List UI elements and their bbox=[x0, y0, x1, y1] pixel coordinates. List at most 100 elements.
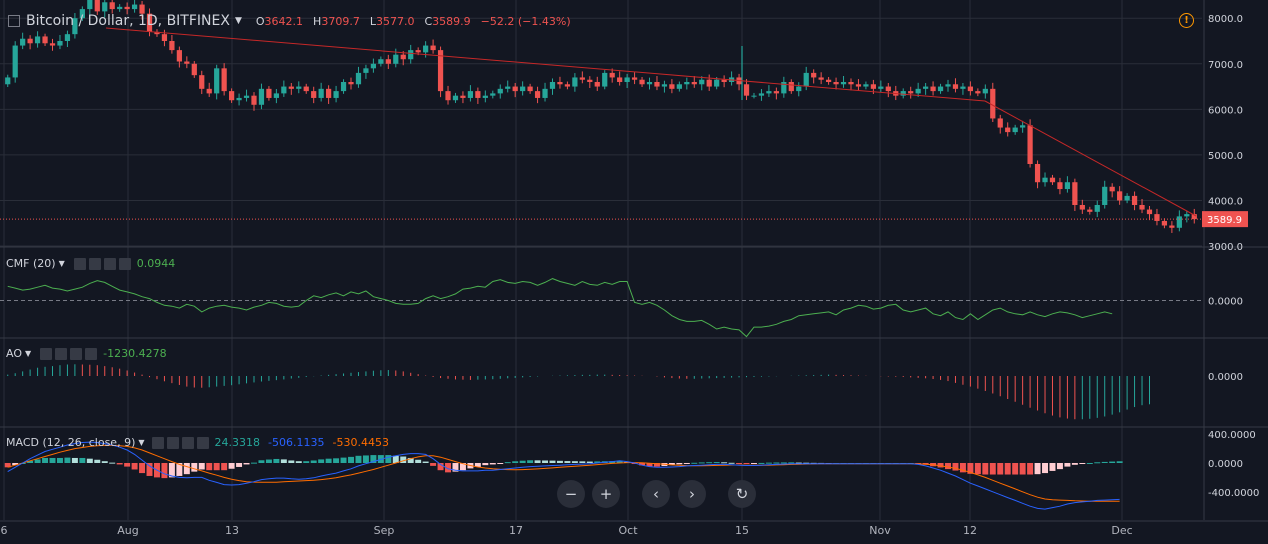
candle-body bbox=[512, 86, 518, 92]
candle-body bbox=[587, 79, 593, 82]
plus-icon[interactable] bbox=[103, 257, 116, 270]
candle-body bbox=[743, 84, 750, 96]
macd-histogram-bar bbox=[71, 457, 78, 463]
exclamation-circle-icon[interactable]: ! bbox=[1179, 13, 1194, 28]
candle-body bbox=[64, 34, 71, 41]
candle-body bbox=[184, 61, 190, 64]
y-tick-label: 3000.0 bbox=[1208, 242, 1243, 253]
macd-histogram-bar bbox=[318, 459, 325, 463]
candle-body bbox=[288, 86, 294, 89]
candle-body bbox=[952, 84, 959, 89]
y-tick-label: 7000.0 bbox=[1208, 60, 1243, 71]
candle-body bbox=[825, 79, 832, 82]
settings-icon[interactable] bbox=[55, 347, 68, 360]
macd-histogram-bar bbox=[198, 463, 205, 470]
macd-histogram-bar bbox=[504, 462, 511, 464]
settings-icon[interactable] bbox=[88, 257, 101, 270]
macd-histogram-bar bbox=[1004, 463, 1011, 475]
x-tick-label: 15 bbox=[735, 524, 749, 537]
candle-body bbox=[131, 4, 138, 10]
candle-body bbox=[900, 91, 906, 96]
macd-histogram-bar bbox=[571, 461, 578, 463]
x-tick-label: Nov bbox=[869, 524, 891, 537]
candle-body bbox=[527, 86, 533, 92]
candle-body bbox=[1146, 209, 1153, 215]
candle-body bbox=[236, 97, 242, 101]
settings-icon[interactable] bbox=[166, 436, 179, 449]
candle-body bbox=[848, 82, 854, 85]
cmf-legend: CMF (20) ▼ 0.0944 bbox=[6, 257, 175, 270]
symbol-header: Bitcoin / Dollar, 1D, BITFINEX ▼ O 3642.… bbox=[8, 13, 571, 29]
candle-body bbox=[42, 36, 48, 44]
candle-body bbox=[885, 86, 891, 92]
x-tick-label: 12 bbox=[963, 524, 977, 537]
macd-histogram-bar bbox=[146, 463, 153, 476]
ao-label[interactable]: AO bbox=[6, 347, 22, 360]
high-label: H bbox=[313, 14, 322, 28]
zoom-in-icon[interactable]: + bbox=[592, 480, 620, 508]
candle-body bbox=[549, 82, 556, 89]
plus-icon[interactable] bbox=[70, 347, 83, 360]
candle-body bbox=[1102, 186, 1108, 205]
macd-histogram-bar bbox=[101, 461, 108, 463]
chevron-down-icon[interactable]: ▼ bbox=[58, 259, 65, 268]
scroll-left-icon[interactable]: ‹ bbox=[642, 480, 670, 508]
macd-label[interactable]: MACD (12, 26, close, 9) bbox=[6, 436, 136, 449]
reset-icon[interactable]: ↻ bbox=[728, 480, 756, 508]
macd-histogram-bar bbox=[228, 463, 235, 469]
close-icon[interactable] bbox=[196, 436, 209, 449]
candle-body bbox=[594, 82, 600, 87]
last-price-label: 3589.9 bbox=[1207, 215, 1242, 226]
candle-body bbox=[326, 88, 332, 98]
macd-histogram-bar bbox=[691, 462, 698, 464]
candle-body bbox=[437, 50, 444, 92]
macd-histogram-bar bbox=[945, 463, 951, 470]
candle-body bbox=[796, 86, 802, 92]
candle-body bbox=[945, 84, 951, 87]
scroll-right-icon[interactable]: › bbox=[678, 480, 706, 508]
candle-body bbox=[758, 93, 765, 96]
candle-body bbox=[960, 86, 966, 89]
chevron-down-icon[interactable]: ▼ bbox=[25, 349, 32, 358]
macd-histogram-bar bbox=[556, 460, 563, 463]
macd-histogram-bar bbox=[191, 463, 198, 472]
candle-body bbox=[1049, 177, 1056, 183]
macd-histogram-bar bbox=[1109, 461, 1116, 463]
macd-histogram-bar bbox=[64, 457, 71, 463]
symbol-title[interactable]: Bitcoin / Dollar, 1D, BITFINEX bbox=[26, 13, 230, 29]
candle-body bbox=[617, 77, 623, 82]
candle-body bbox=[303, 86, 309, 92]
candle-body bbox=[930, 86, 936, 92]
candle-body bbox=[79, 9, 85, 19]
eye-icon[interactable] bbox=[40, 347, 53, 360]
eye-icon[interactable] bbox=[73, 257, 86, 270]
macd-histogram-bar bbox=[400, 456, 407, 463]
candle-body bbox=[564, 84, 571, 87]
macd-histogram-bar bbox=[445, 463, 452, 473]
candle-body bbox=[669, 84, 675, 89]
zoom-out-icon[interactable]: − bbox=[557, 480, 585, 508]
y-tick-label: 8000.0 bbox=[1208, 14, 1243, 25]
candle-body bbox=[266, 88, 272, 98]
macd-histogram-bar bbox=[780, 462, 787, 464]
macd-histogram-bar bbox=[12, 463, 19, 466]
close-icon[interactable] bbox=[118, 257, 131, 270]
macd-histogram-bar bbox=[579, 461, 586, 463]
candle-body bbox=[967, 86, 974, 92]
candle-body bbox=[340, 82, 347, 92]
cmf-label[interactable]: CMF (20) bbox=[6, 257, 56, 270]
eye-icon[interactable] bbox=[151, 436, 164, 449]
plus-icon[interactable] bbox=[181, 436, 194, 449]
chevron-down-icon[interactable]: ▼ bbox=[138, 438, 145, 447]
chevron-down-icon[interactable]: ▼ bbox=[234, 16, 242, 26]
collapse-square-icon[interactable] bbox=[8, 15, 20, 27]
close-icon[interactable] bbox=[85, 347, 98, 360]
candle-body bbox=[214, 68, 220, 94]
candle-body bbox=[706, 79, 712, 87]
candle-body bbox=[109, 2, 115, 10]
candle-body bbox=[34, 36, 41, 44]
candle-body bbox=[863, 84, 869, 87]
macd-histogram-bar bbox=[750, 463, 757, 464]
macd-histogram-bar bbox=[474, 463, 481, 467]
